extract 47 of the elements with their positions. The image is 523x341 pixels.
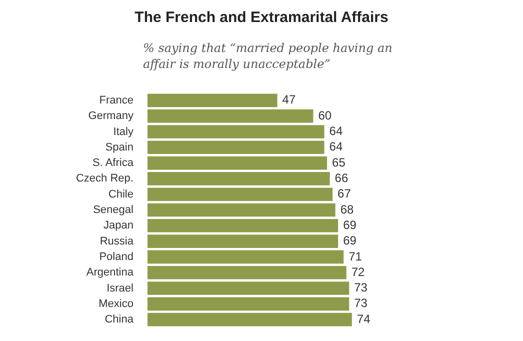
data-label: 67 (338, 186, 352, 201)
data-label: 73 (354, 280, 368, 295)
y-tick-label: Spain (105, 141, 134, 154)
data-label: 69 (343, 218, 357, 232)
bar (147, 188, 333, 201)
y-tick-label: S. Africa (92, 157, 134, 170)
y-tick-label: Argentina (86, 266, 134, 279)
data-label: 66 (334, 171, 348, 186)
y-tick-label: Russia (100, 235, 134, 248)
chart-subtitle: % saying that “married people having an affair is morally unacceptable” (143, 40, 394, 72)
y-tick-label: Mexico (98, 298, 134, 310)
data-label: 71 (348, 249, 362, 264)
data-label: 65 (332, 155, 346, 170)
bar (147, 250, 344, 264)
y-tick-label: Israel (106, 282, 134, 294)
data-label: 73 (354, 296, 368, 310)
data-label: 60 (318, 108, 332, 122)
data-label: 47 (282, 92, 296, 107)
bar (147, 140, 324, 154)
data-label: 68 (340, 202, 354, 216)
data-label: 64 (329, 140, 343, 154)
bar (147, 172, 330, 186)
bar (147, 297, 350, 311)
data-label: 69 (343, 234, 357, 248)
bar (147, 94, 278, 108)
bar (147, 203, 336, 217)
chart-title: The French and Extramarital Affairs (134, 9, 390, 26)
y-tick-label: Poland (99, 250, 134, 263)
data-label: 74 (356, 312, 371, 326)
y-tick-label: Germany (88, 110, 134, 122)
y-tick-label: Czech Rep. (76, 172, 134, 185)
data-label: 72 (351, 264, 366, 279)
bar (147, 234, 338, 248)
y-tick-label: Chile (108, 188, 134, 200)
y-tick-label: France (99, 94, 134, 106)
y-tick-label: Japan (103, 220, 134, 232)
y-tick-label: Italy (113, 126, 134, 138)
bar (147, 156, 328, 170)
bar (147, 312, 352, 326)
bar (147, 219, 338, 232)
data-label: 64 (329, 124, 343, 138)
bar (147, 125, 324, 138)
bar (147, 282, 350, 295)
y-tick-label: Senegal (93, 204, 134, 216)
y-tick-label: China (104, 314, 134, 326)
bar (147, 266, 346, 280)
bar (147, 109, 314, 123)
